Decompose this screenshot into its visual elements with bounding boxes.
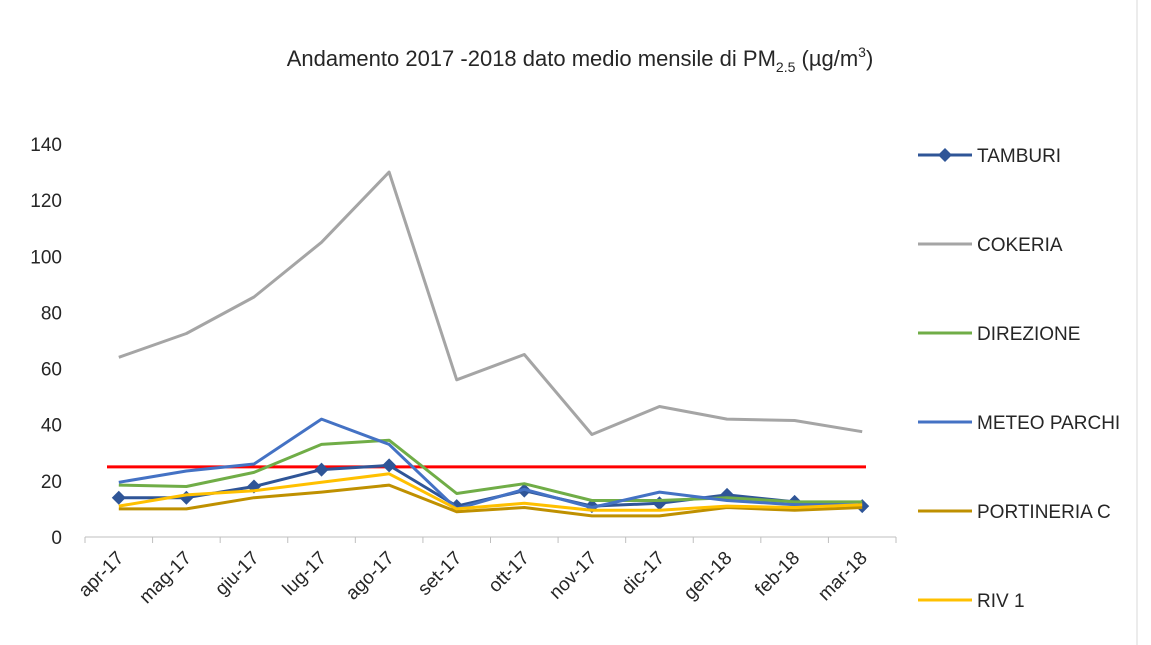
title-sub: 2.5: [776, 59, 796, 75]
point-marker: [314, 462, 329, 477]
point-marker: [111, 490, 126, 505]
series-line: [118, 472, 863, 512]
chart-title: Andamento 2017 -2018 dato medio mensile …: [287, 44, 874, 75]
series-line: [118, 417, 863, 511]
series-line: [118, 438, 863, 504]
y-tick-label: 120: [30, 191, 62, 212]
title-part: Andamento 2017 -2018 dato medio mensile …: [287, 46, 776, 71]
legend-label: METEO PARCHI: [977, 413, 1120, 434]
legend-marker: [938, 148, 952, 162]
legend-label: RIV 1: [977, 591, 1025, 612]
series-line: [118, 170, 863, 436]
title-part: (µg/m: [795, 46, 858, 71]
legend-label: COKERIA: [977, 235, 1063, 256]
y-tick-label: 20: [41, 472, 62, 493]
title-part: ): [866, 46, 873, 71]
title-sup: 3: [858, 44, 866, 60]
point-marker: [382, 458, 397, 473]
y-tick-label: 80: [41, 303, 62, 324]
y-tick-label: 60: [41, 360, 62, 381]
y-tick-label: 40: [41, 416, 62, 437]
y-tick-label: 0: [51, 528, 62, 549]
legend-label: PORTINERIA C: [977, 502, 1111, 523]
y-tick-label: 140: [30, 135, 62, 156]
y-tick-label: 100: [30, 247, 62, 268]
legend-label: DIREZIONE: [977, 324, 1080, 345]
legend-label: TAMBURI: [977, 146, 1061, 167]
series-line: [118, 483, 863, 518]
